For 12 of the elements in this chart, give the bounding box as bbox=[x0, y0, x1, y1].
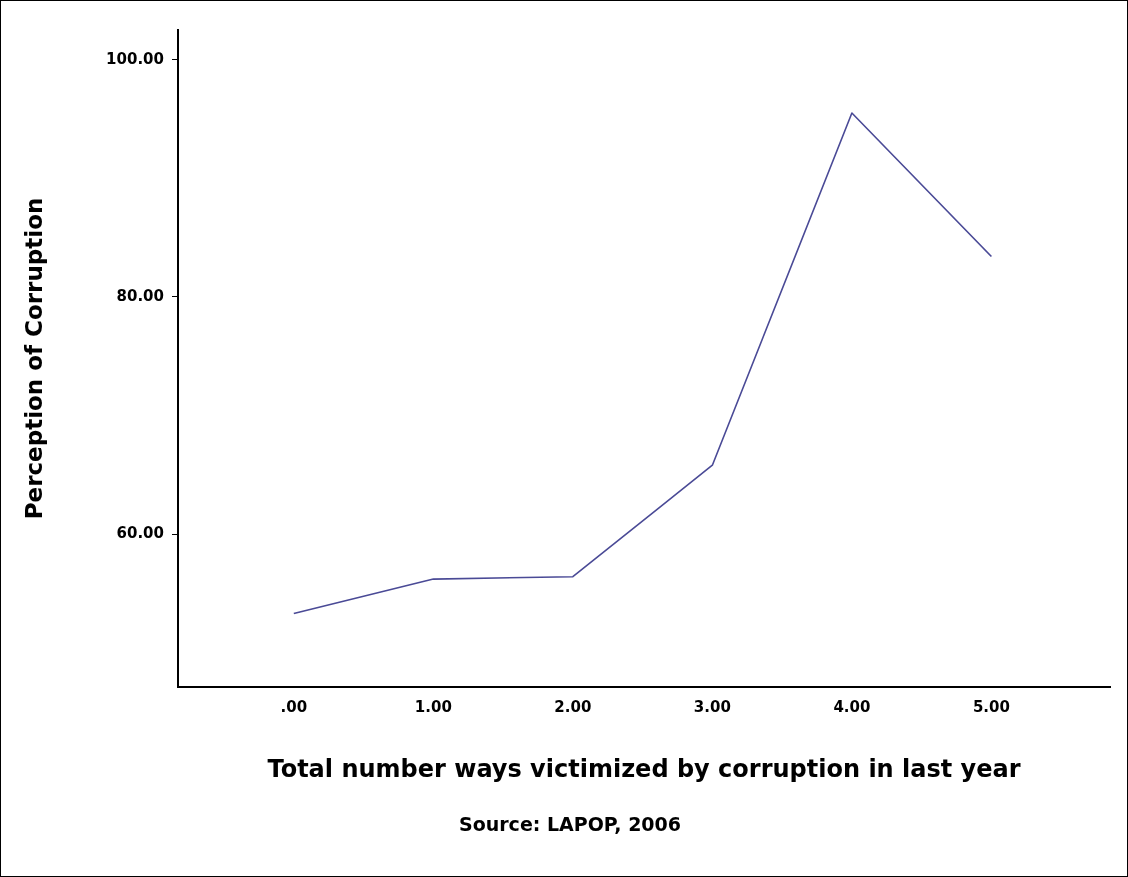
x-tick-label: 4.00 bbox=[833, 697, 871, 716]
source-note: Source: LAPOP, 2006 bbox=[458, 812, 682, 835]
y-tick-label: 60.00 bbox=[116, 523, 164, 542]
x-tick-label: 1.00 bbox=[414, 697, 452, 716]
x-tick-label: 2.00 bbox=[554, 697, 592, 716]
x-tick-label: 5.00 bbox=[972, 697, 1010, 716]
y-tick-label: 100.00 bbox=[106, 49, 164, 68]
x-axis-title: Total number ways victimized by corruption in last year bbox=[267, 754, 1021, 783]
y-tick-label: 80.00 bbox=[116, 286, 164, 305]
x-tick-label: 3.00 bbox=[693, 697, 731, 716]
y-axis-title: Perception of Corruption bbox=[20, 197, 47, 520]
x-tick-label: .00 bbox=[280, 697, 308, 716]
